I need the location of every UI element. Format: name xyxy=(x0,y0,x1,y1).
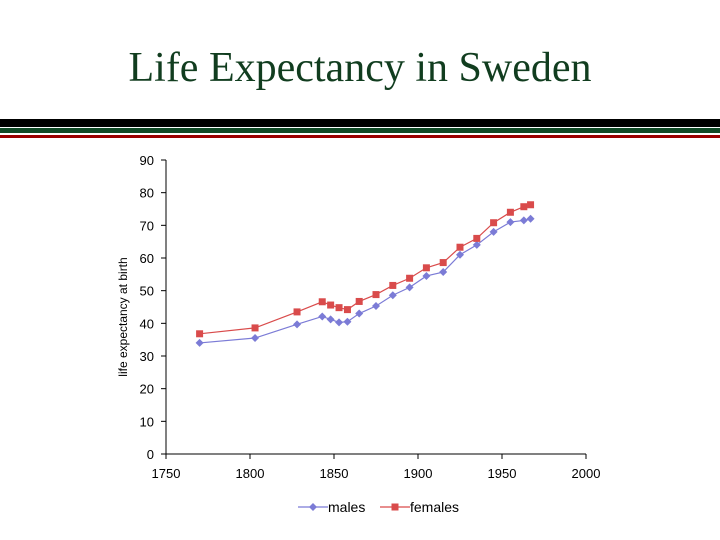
data-point-males xyxy=(526,214,535,223)
y-tick-label: 80 xyxy=(140,186,154,201)
data-point-females xyxy=(473,234,481,242)
series-females xyxy=(196,201,535,338)
data-point-males xyxy=(439,268,448,277)
x-tick-label: 1800 xyxy=(236,466,265,481)
data-point-females xyxy=(355,297,363,305)
data-point-females xyxy=(406,274,414,282)
data-point-males xyxy=(326,315,335,324)
x-tick-label: 1950 xyxy=(488,466,517,481)
data-point-males xyxy=(456,250,464,259)
data-point-females xyxy=(335,304,343,312)
data-point-males xyxy=(506,218,515,227)
series-layer xyxy=(195,201,535,347)
data-point-females xyxy=(422,264,430,272)
data-point-males xyxy=(422,271,431,280)
slide-title: Life Expectancy in Sweden xyxy=(128,45,592,91)
data-point-males xyxy=(335,318,344,327)
series-line-males xyxy=(199,218,531,344)
data-point-males xyxy=(355,309,364,318)
data-point-females xyxy=(456,243,464,251)
y-tick-label: 0 xyxy=(147,447,154,462)
data-point-females xyxy=(343,306,351,314)
y-axis-title: life expectancy at birth xyxy=(116,257,130,376)
data-point-females xyxy=(490,219,498,227)
legend: males females xyxy=(298,499,459,515)
y-tick-label: 20 xyxy=(140,382,154,397)
y-tick-label: 10 xyxy=(140,414,154,429)
x-tick-label: 1850 xyxy=(320,466,349,481)
data-point-females xyxy=(318,298,326,306)
data-point-females xyxy=(327,301,335,309)
legend-item-females: females xyxy=(380,499,459,515)
data-point-males xyxy=(195,338,204,347)
data-point-females xyxy=(439,259,447,267)
data-point-males xyxy=(343,317,352,326)
data-point-females xyxy=(293,308,301,316)
data-point-females xyxy=(527,201,535,209)
divider-black xyxy=(0,119,720,127)
legend-swatch-marker xyxy=(309,503,317,511)
y-tick-label: 90 xyxy=(140,153,154,168)
data-point-females xyxy=(506,208,514,216)
data-point-males xyxy=(489,227,498,236)
x-tick-label: 1750 xyxy=(152,466,181,481)
data-point-males xyxy=(519,216,528,225)
data-point-males xyxy=(372,302,380,311)
y-tick-label: 50 xyxy=(140,284,154,299)
data-point-males xyxy=(293,320,302,329)
y-axis-ticks: 0 10 20 30 40 50 60 70 80 90 xyxy=(140,153,166,462)
legend-swatch-marker xyxy=(391,503,399,511)
legend-label: females xyxy=(410,499,459,515)
data-point-males xyxy=(405,283,414,292)
data-point-females xyxy=(520,203,528,211)
data-point-males xyxy=(472,240,481,249)
divider-green xyxy=(0,128,720,133)
x-axis-ticks: 1750 1800 1850 1900 1950 2000 xyxy=(152,454,601,481)
divider-red xyxy=(0,135,720,138)
data-point-females xyxy=(372,291,380,299)
y-tick-label: 40 xyxy=(140,316,154,331)
x-tick-label: 1900 xyxy=(404,466,433,481)
x-tick-label: 2000 xyxy=(572,466,601,481)
data-point-females xyxy=(251,324,259,332)
series-line-females xyxy=(199,204,531,335)
y-tick-label: 60 xyxy=(140,251,154,266)
series-males xyxy=(195,214,535,347)
data-point-males xyxy=(388,291,397,300)
data-point-males xyxy=(251,334,260,343)
data-point-males xyxy=(318,312,327,321)
legend-label: males xyxy=(328,499,365,515)
y-tick-label: 70 xyxy=(140,218,154,233)
data-point-females xyxy=(389,281,397,289)
legend-item-males: males xyxy=(298,499,365,515)
y-tick-label: 30 xyxy=(140,349,154,364)
data-point-females xyxy=(196,330,204,338)
